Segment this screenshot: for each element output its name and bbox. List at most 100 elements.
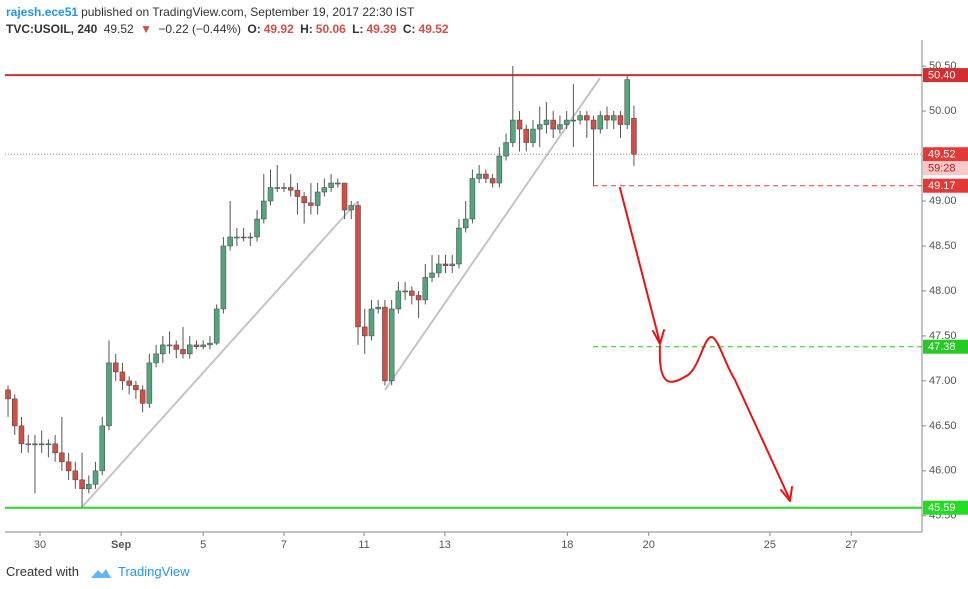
candle-body	[38, 443, 45, 446]
last-price-label: 49.52	[928, 149, 956, 161]
candle-body	[72, 470, 79, 481]
candle-body	[395, 290, 402, 310]
candle-body	[247, 236, 254, 239]
candle-body	[133, 385, 139, 391]
created-with: Created with	[6, 564, 79, 579]
candle-body	[18, 425, 25, 445]
symbol: TVC:USOIL, 240	[6, 22, 98, 36]
candle-body	[254, 218, 260, 238]
x-tick-label: 5	[200, 539, 206, 551]
candle-body	[153, 353, 159, 364]
symbol-line: TVC:USOIL, 240 49.52 ▼ −0.22 (−0.44%) O:…	[6, 22, 452, 36]
high-value: 50.06	[315, 22, 346, 36]
candle-body	[375, 306, 381, 310]
brand[interactable]: TradingView	[118, 564, 190, 579]
candle-body	[429, 272, 435, 278]
arrow-head	[780, 486, 793, 502]
low-label: L:	[352, 22, 364, 36]
candle-body	[45, 443, 52, 446]
y-tick-label: 50.00	[929, 105, 957, 117]
candle-body	[166, 344, 173, 347]
candle-body	[456, 227, 462, 265]
x-tick-label: Sep	[111, 539, 131, 551]
x-tick-label: 25	[764, 539, 776, 551]
candle-body	[382, 306, 388, 382]
level-tag	[923, 500, 968, 515]
candle-body	[112, 362, 119, 373]
candle-body	[436, 263, 442, 274]
candle-body	[557, 124, 563, 130]
candle-body	[267, 187, 274, 202]
y-tick-label: 46.50	[929, 420, 957, 432]
candle-body	[321, 187, 328, 193]
candle-body	[550, 119, 556, 130]
candle-body	[402, 290, 408, 293]
y-tick-label: 47.00	[929, 375, 957, 387]
publish-line: rajesh.ece51 published on TradingView.com…	[6, 5, 417, 19]
open-label: O:	[247, 22, 261, 36]
level-tag	[923, 178, 968, 193]
candle-body	[65, 461, 72, 472]
candle-body	[32, 443, 38, 446]
countdown-tag	[923, 161, 968, 176]
candle-body	[186, 344, 193, 355]
y-tick-label: 48.50	[929, 240, 957, 252]
candle-body	[173, 344, 180, 350]
candle-body	[462, 218, 469, 229]
candle-body	[213, 308, 220, 344]
candle-body	[294, 189, 301, 197]
candle-body	[328, 182, 334, 188]
level-label: 45.59	[928, 502, 956, 514]
candle-body	[523, 128, 530, 143]
candle-body	[12, 398, 18, 427]
candle-body	[604, 115, 610, 121]
low-value: 49.39	[366, 22, 397, 36]
candle-body	[510, 119, 516, 143]
level-label: 50.40	[928, 69, 956, 81]
candle-body	[119, 371, 126, 382]
candle-body	[590, 119, 597, 130]
change: −0.22 (−0.44%)	[158, 22, 242, 36]
high-label: H:	[300, 22, 313, 36]
candle-body	[139, 389, 146, 404]
close-value: 49.52	[418, 22, 449, 36]
arrow-head	[652, 329, 665, 345]
candle-body	[227, 236, 233, 247]
author[interactable]: rajesh.ece51	[6, 5, 79, 19]
candle-body	[442, 263, 449, 267]
y-tick-label: 46.00	[929, 465, 957, 477]
candle-body	[5, 389, 11, 400]
candle-body	[489, 178, 496, 184]
candle-body	[92, 470, 99, 485]
close-label: C:	[402, 22, 416, 36]
candle-body	[160, 344, 166, 355]
candle-body	[543, 119, 550, 125]
candle-body	[308, 202, 314, 206]
candle-body	[99, 425, 106, 472]
candle-body	[388, 308, 395, 382]
y-tick-label: 47.50	[929, 330, 957, 342]
level-label: 47.38	[928, 341, 956, 353]
candle-body	[301, 196, 307, 204]
candle-body	[584, 115, 590, 121]
candle-body	[624, 79, 630, 125]
candle-body	[415, 295, 422, 301]
footer: Created with TradingView	[6, 564, 190, 580]
published: published on TradingView.com, September …	[81, 5, 415, 19]
candle-body	[281, 187, 287, 189]
y-tick-label: 49.00	[929, 195, 957, 207]
candle-body	[200, 344, 206, 347]
x-tick-label: 20	[643, 539, 655, 551]
open-value: 49.92	[263, 22, 294, 36]
direction: ▼	[140, 22, 152, 36]
candle-body	[503, 142, 509, 157]
candle-body	[274, 187, 280, 189]
countdown: 59:28	[928, 163, 956, 175]
candle-body	[368, 308, 375, 337]
candle-body	[516, 119, 523, 130]
candle-body	[617, 115, 624, 125]
drawings	[619, 187, 793, 502]
candle-body	[570, 119, 577, 122]
